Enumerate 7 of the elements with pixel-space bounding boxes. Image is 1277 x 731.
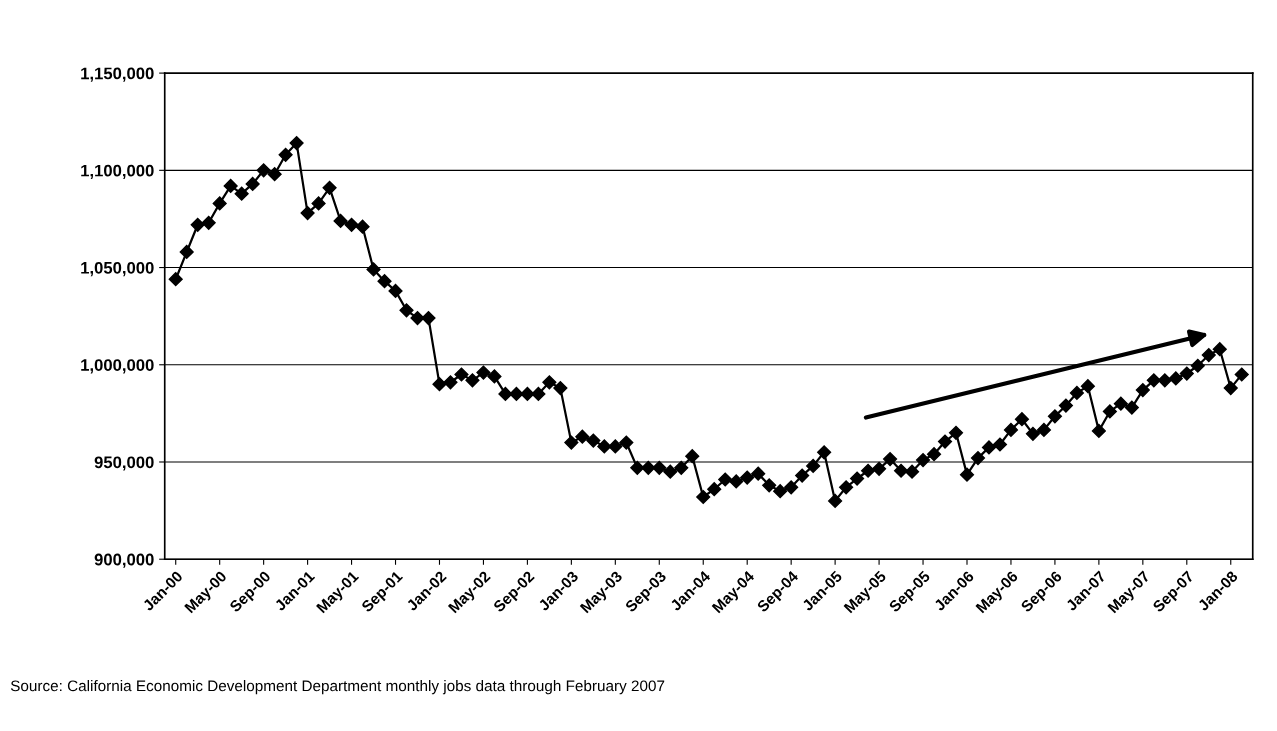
y-tick-label: 1,000,000 bbox=[81, 359, 154, 374]
y-tick-label: 900,000 bbox=[94, 553, 154, 568]
y-tick-label: 1,100,000 bbox=[81, 164, 154, 179]
y-tick-label: 950,000 bbox=[94, 456, 154, 471]
y-tick-label: 1,150,000 bbox=[81, 67, 154, 82]
y-tick-label: 1,050,000 bbox=[81, 261, 154, 277]
source-note: Source: California Economic Development Department monthly jobs data through February 2007 bbox=[10, 680, 665, 695]
